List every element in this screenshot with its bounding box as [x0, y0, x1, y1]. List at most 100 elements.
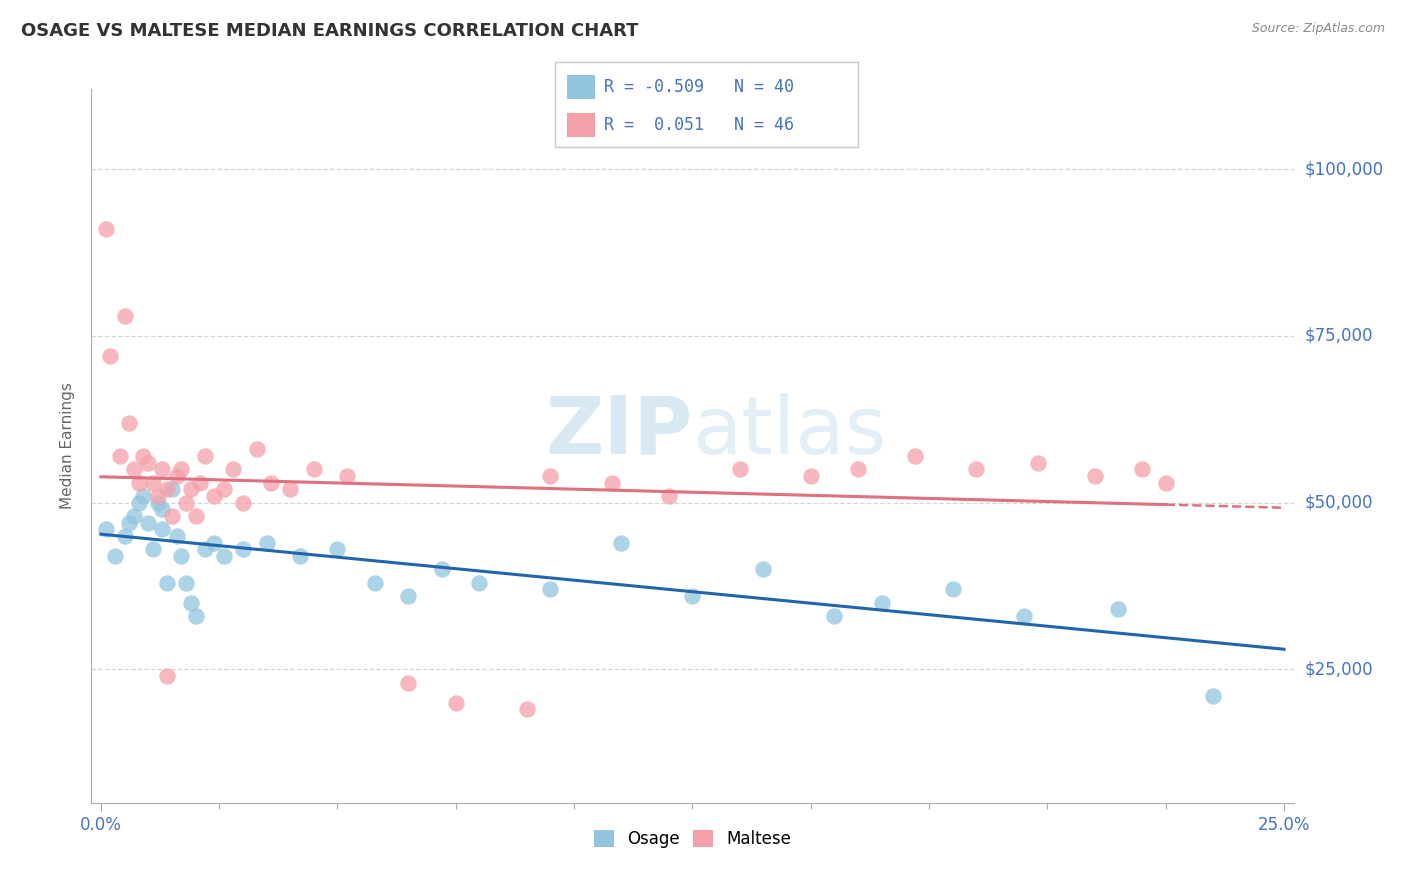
Point [104, 549, 127, 563]
Point [800, 469, 823, 483]
Point [278, 483, 301, 497]
Point [150, 522, 173, 536]
Point [444, 696, 467, 710]
Point [142, 542, 165, 557]
Point [156, 575, 179, 590]
Point [540, 582, 562, 597]
FancyBboxPatch shape [568, 75, 595, 99]
Point [204, 535, 226, 549]
Point [94, 222, 117, 236]
Text: R =  0.051   N = 46: R = 0.051 N = 46 [603, 116, 794, 134]
Point [132, 449, 155, 463]
Point [108, 449, 131, 463]
Point [146, 489, 169, 503]
Point [136, 456, 159, 470]
Point [1202, 689, 1225, 703]
Point [232, 496, 254, 510]
Point [194, 449, 217, 463]
Point [160, 509, 183, 524]
Point [288, 549, 311, 563]
Point [166, 469, 188, 483]
Text: atlas: atlas [692, 392, 887, 471]
Point [1026, 456, 1049, 470]
Point [212, 483, 235, 497]
Point [156, 483, 179, 497]
Point [942, 582, 965, 597]
Text: OSAGE VS MALTESE MEDIAN EARNINGS CORRELATION CHART: OSAGE VS MALTESE MEDIAN EARNINGS CORRELA… [21, 22, 638, 40]
Point [188, 475, 211, 490]
Point [326, 542, 349, 557]
Point [1130, 462, 1153, 476]
Point [212, 549, 235, 563]
Point [170, 549, 193, 563]
Y-axis label: Median Earnings: Median Earnings [60, 383, 76, 509]
Point [600, 475, 623, 490]
Point [118, 416, 141, 430]
Point [132, 489, 155, 503]
Point [114, 309, 136, 323]
Point [118, 516, 141, 530]
Point [302, 462, 325, 476]
Legend: Osage, Maltese: Osage, Maltese [588, 823, 797, 855]
Point [128, 496, 150, 510]
Point [1084, 469, 1107, 483]
Point [94, 522, 117, 536]
Point [260, 475, 283, 490]
Point [540, 469, 562, 483]
Point [398, 675, 420, 690]
Point [232, 542, 254, 557]
Point [114, 529, 136, 543]
Point [364, 575, 387, 590]
Point [150, 502, 173, 516]
Point [184, 609, 207, 624]
Text: R = -0.509   N = 40: R = -0.509 N = 40 [603, 78, 794, 95]
Point [180, 596, 202, 610]
Point [823, 609, 845, 624]
Point [204, 489, 226, 503]
Point [122, 509, 145, 524]
Point [752, 562, 775, 576]
Point [430, 562, 453, 576]
Point [468, 575, 491, 590]
Text: $50,000: $50,000 [1305, 493, 1374, 512]
Point [146, 496, 169, 510]
Point [246, 442, 269, 457]
Point [1154, 475, 1177, 490]
Point [516, 702, 538, 716]
Point [728, 462, 751, 476]
Point [174, 496, 197, 510]
Point [180, 483, 202, 497]
FancyBboxPatch shape [568, 113, 595, 137]
Point [98, 349, 121, 363]
Text: $25,000: $25,000 [1305, 660, 1374, 679]
Point [194, 542, 217, 557]
Point [256, 535, 278, 549]
Point [846, 462, 869, 476]
Point [166, 529, 188, 543]
Point [1012, 609, 1035, 624]
Point [870, 596, 893, 610]
Point [658, 489, 681, 503]
Point [610, 535, 633, 549]
Point [1107, 602, 1129, 616]
Point [336, 469, 359, 483]
Point [160, 483, 183, 497]
Point [136, 516, 159, 530]
Point [965, 462, 987, 476]
Point [174, 575, 197, 590]
Point [398, 589, 420, 603]
Point [150, 462, 173, 476]
Point [122, 462, 145, 476]
Point [128, 475, 150, 490]
Text: ZIP: ZIP [546, 392, 692, 471]
Point [904, 449, 927, 463]
Point [142, 475, 165, 490]
Text: $100,000: $100,000 [1305, 161, 1384, 178]
Point [184, 509, 207, 524]
Point [681, 589, 703, 603]
Point [222, 462, 245, 476]
Text: $75,000: $75,000 [1305, 327, 1374, 345]
Point [170, 462, 193, 476]
Text: Source: ZipAtlas.com: Source: ZipAtlas.com [1251, 22, 1385, 36]
Point [156, 669, 179, 683]
